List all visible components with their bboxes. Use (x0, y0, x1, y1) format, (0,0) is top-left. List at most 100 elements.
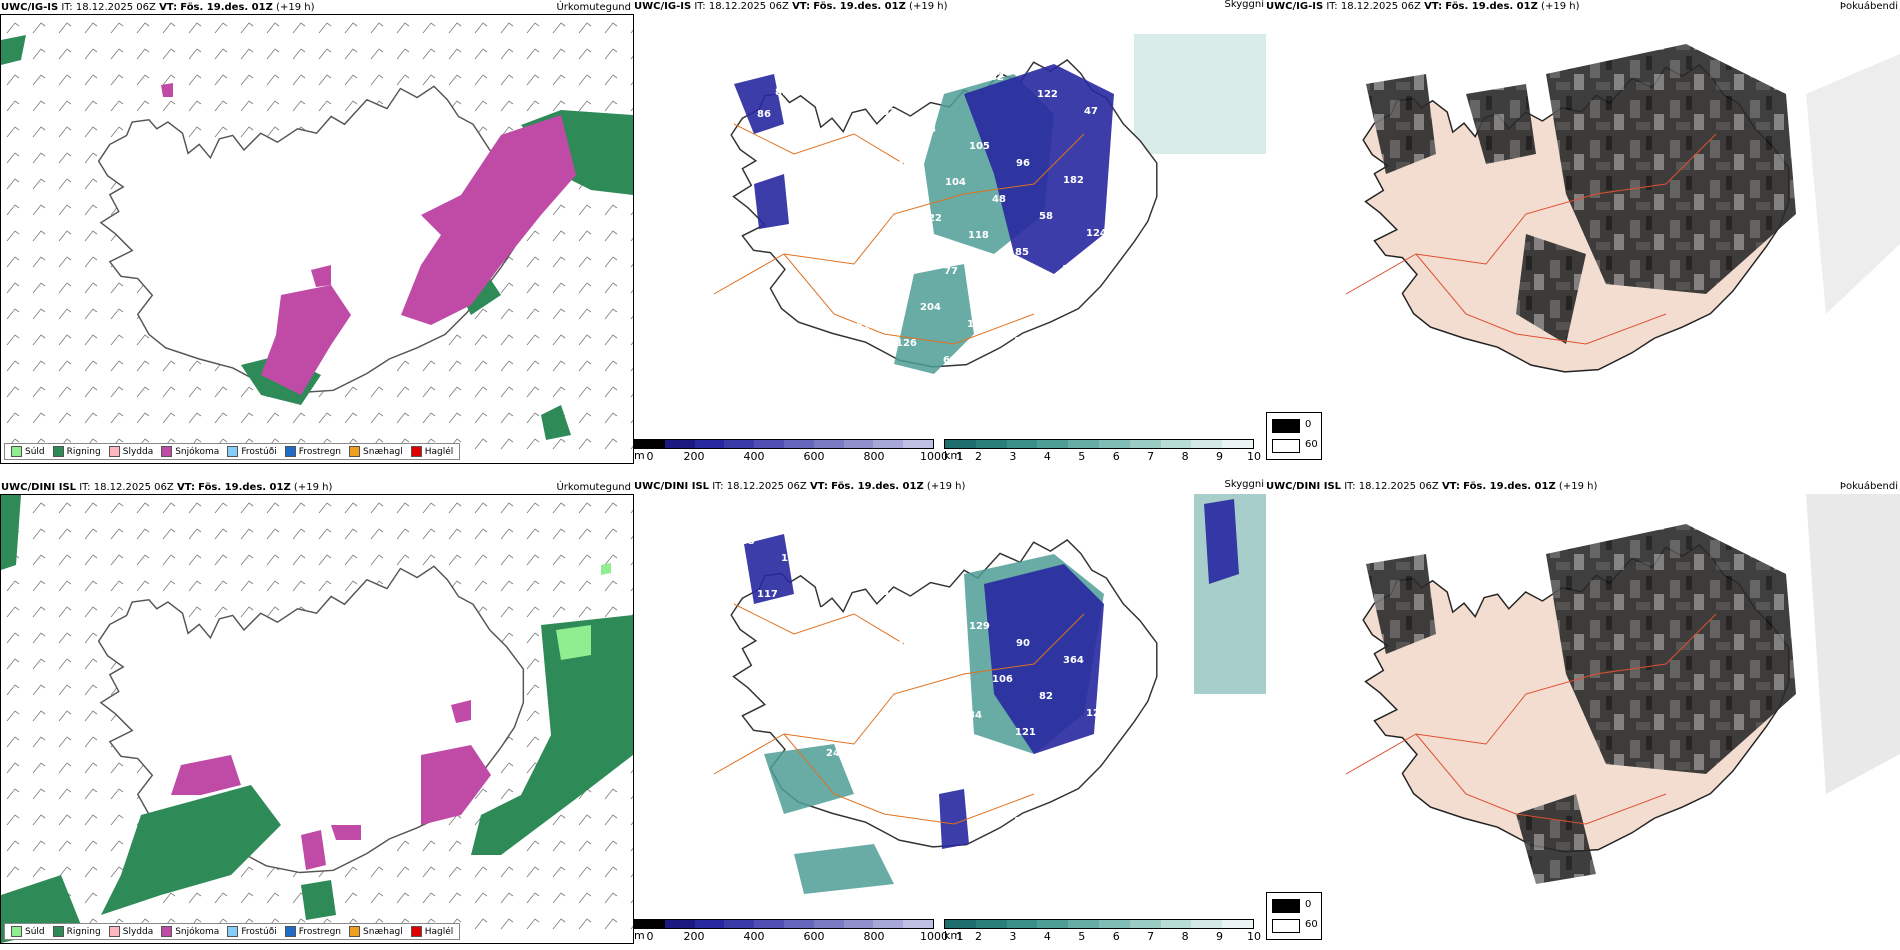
it-value: 18.12.2025 06Z (726, 481, 807, 492)
cloudbase-value-label: 176 (1062, 264, 1083, 275)
cloudbase-value-label: 119 (1085, 317, 1106, 328)
field-name: Þokuábendi (1839, 481, 1898, 492)
fog-map (1345, 44, 1900, 373)
road-lines (713, 603, 1085, 825)
colorbar-tick: 6 (1112, 450, 1120, 463)
model-name: UWC/DINI ISL (634, 481, 710, 492)
colorbar-segment (1222, 440, 1253, 448)
colorbar-segment (1129, 440, 1161, 448)
legend-item: Frostregn (284, 926, 341, 937)
colorbar-segment (664, 440, 695, 448)
legend-item: Súld (11, 926, 45, 937)
cloudbase-value-label: 126 (896, 338, 917, 349)
colorbar-segment (694, 440, 725, 448)
cloudbase-value-label: 88 (1038, 780, 1052, 791)
lead-time: (+19 h) (909, 1, 948, 12)
it-value: 18.12.2025 06Z (75, 2, 156, 13)
vt-label: VT: (809, 481, 828, 492)
colorbar-segment (1037, 920, 1069, 928)
vt-value: Fös. 19.des. 01Z (198, 482, 291, 493)
cloudbase-value-label: 105 (874, 196, 895, 207)
colorbar-tick: 400 (743, 450, 765, 463)
road-lines (713, 123, 1085, 345)
field-name: Úrkomutegund (556, 482, 631, 493)
cloudbase-value-label: 104 (752, 334, 773, 345)
colorbar-segment (1068, 440, 1099, 448)
colorbar-segment (635, 440, 665, 448)
colorbar-tick: 600 (803, 450, 825, 463)
visibility-unit: km (944, 929, 962, 942)
legend-item: Snæhagl (349, 926, 403, 937)
cloudbase-colorbar: 0 200 400 600 800 1000 m (634, 439, 948, 463)
colorbar-segment (975, 920, 1007, 928)
cloudbase-value-label: 118 (921, 693, 942, 704)
colorbar-segment (1098, 920, 1130, 928)
lead-time: (+19 h) (293, 482, 333, 493)
cloudbase-value-label: 121 (1061, 353, 1082, 364)
cloudbase-unit: m (634, 449, 645, 462)
colorbar-tick: 1 (956, 930, 964, 943)
panel-header: UWC/DINI ISL IT: 18.12.2025 06Z VT: Fös.… (1, 481, 633, 495)
cloudbase-value-label: 68 (1061, 833, 1075, 844)
colorbar-segment (754, 440, 784, 448)
drizzle-areas (556, 563, 611, 660)
colorbar-tick: 4 (1043, 450, 1051, 463)
colorbar-segment (724, 920, 755, 928)
cloudbase-value-label: 126 (804, 606, 825, 617)
cloudbase-value-label: 95 (944, 746, 958, 757)
cloudbase-value-label: 84 (851, 143, 865, 154)
cloudbase-value-label: 82 (1039, 691, 1053, 702)
precip-legend: Súld Rigning Slydda Snjókoma Frostúði Fr… (4, 443, 461, 460)
precip-panel-bottom: UWC/DINI ISL IT: 18.12.2025 06Z VT: Fös.… (0, 482, 634, 944)
colorbar-segment (1160, 920, 1192, 928)
it-label: IT: (694, 1, 706, 12)
model-name: UWC/IG-IS (1, 2, 59, 13)
cloudbase-value-label: 302 (920, 782, 941, 793)
colorbar-tick: 400 (743, 930, 765, 943)
it-value: 18.12.2025 06Z (708, 1, 789, 12)
cloudbase-colorbar: 0 200 400 600 800 1000 m (634, 919, 948, 943)
cloudbase-value-label: 77 (944, 266, 958, 277)
colorbar-segment (694, 920, 725, 928)
cloudbase-value-label: 108 (780, 642, 801, 653)
cloudbase-value-label: 101 (875, 107, 896, 118)
colorbar-tick: 2 (974, 450, 982, 463)
colorbar-tick: 200 (683, 450, 705, 463)
vt-label: VT: (159, 2, 178, 13)
vt-value: Fös. 19.des. 01Z (1463, 481, 1556, 492)
it-label: IT: (1344, 481, 1356, 492)
vt-value: Fös. 19.des. 01Z (831, 481, 924, 492)
vt-value: Fös. 19.des. 01Z (180, 2, 273, 13)
vt-value: Fös. 19.des. 01Z (1445, 1, 1538, 12)
cloudbase-value-label: 125 (1086, 708, 1107, 719)
colorbar-tick: 10 (1247, 930, 1261, 943)
cloudbase-value-label: 81 (775, 87, 789, 98)
colorbar-tick: 200 (683, 930, 705, 943)
cloudbase-value-label: 63 (850, 712, 864, 723)
colorbar-segment (1006, 920, 1038, 928)
field-name: Skyggni (1224, 479, 1264, 490)
cloudbase-value-label: 117 (757, 589, 778, 600)
colorbar-segment (1191, 440, 1223, 448)
legend-item: Snjókoma (161, 926, 219, 937)
it-value: 18.12.2025 06Z (1340, 1, 1421, 12)
cloudbase-value-label: 104 (1109, 281, 1130, 292)
fog-areas (1366, 44, 1796, 344)
cloudbase-value-label: 182 (1063, 175, 1084, 186)
fog-panel-top: UWC/IG-IS IT: 18.12.2025 06Z VT: Fös. 19… (1266, 1, 1900, 464)
colorbar-tick: 800 (863, 450, 885, 463)
legend-item: Frostúði (227, 446, 277, 457)
cloudbase-value-label: 124 (1086, 228, 1107, 239)
colorbar-segment (1191, 920, 1223, 928)
legend-item: Slydda (108, 926, 153, 937)
colorbar-tick: 4 (1043, 930, 1051, 943)
cloudbase-value-label: 104 (945, 177, 966, 188)
cloudbase-value-label: 100 (827, 659, 848, 670)
cloudbase-value-label: 67 (967, 799, 981, 810)
panel-header: UWC/IG-IS IT: 18.12.2025 06Z VT: Fös. 19… (1266, 0, 1900, 14)
cloudbase-value-label: 115 (1014, 816, 1035, 827)
colorbar-tick: 9 (1216, 930, 1224, 943)
cloudbase-value-label: 126 (803, 695, 824, 706)
it-value: 18.12.2025 06Z (1358, 481, 1439, 492)
colorbar-tick: 0 (646, 450, 654, 463)
